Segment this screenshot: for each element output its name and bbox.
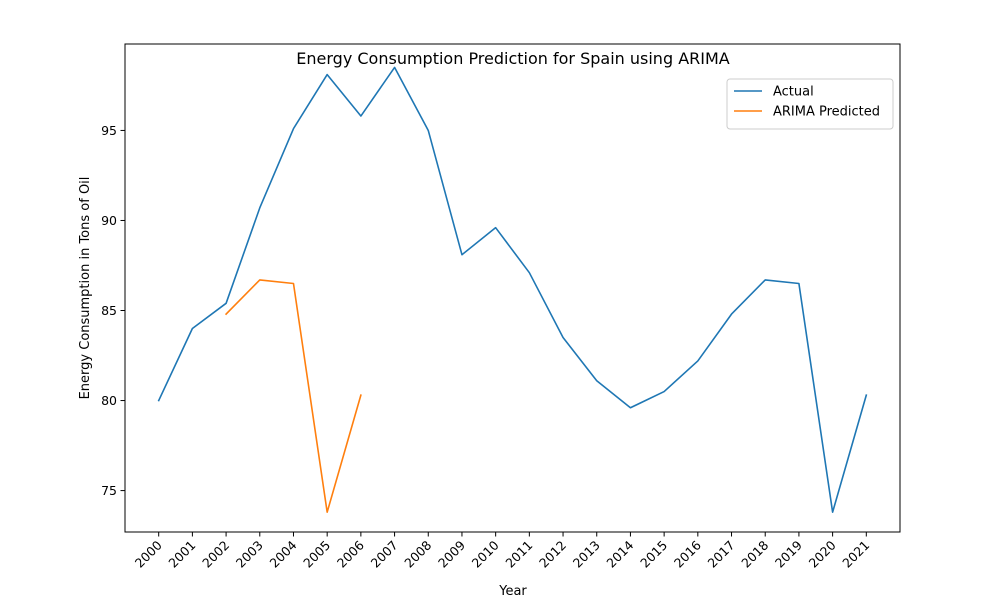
x-tick-label: 2011 [502,538,535,571]
x-tick-label: 2016 [671,537,704,570]
legend-label-1: ARIMA Predicted [773,105,880,120]
plot-area [157,66,868,513]
x-tick-label: 2004 [266,537,299,570]
x-tick-label: 2009 [435,537,468,570]
x-tick-label: 2021 [839,538,872,571]
x-tick-label: 2018 [738,537,771,570]
x-tick-label: 2020 [806,537,839,570]
legend-label-0: Actual [773,85,814,100]
x-tick-label: 2001 [165,538,198,571]
x-axis-label: Year [498,584,527,599]
y-tick-label: 75 [101,483,117,498]
x-tick-label: 2010 [469,537,502,570]
x-tick-label: 2000 [132,537,165,570]
chart-title: Energy Consumption Prediction for Spain … [296,49,729,68]
y-axis-label: Energy Consumption in Tons of Oil [78,177,93,400]
x-tick-label: 2007 [368,538,401,571]
x-tick-label: 2015 [637,538,670,571]
x-tick-label: 2003 [233,538,266,571]
x-tick-label: 2006 [334,537,367,570]
series-line-0 [157,66,868,513]
series-line-1 [224,279,362,513]
y-tick-label: 90 [101,213,117,228]
x-tick-label: 2005 [300,538,333,571]
y-tick-label: 95 [101,123,117,138]
x-tick-label: 2013 [570,538,603,571]
x-tick-label: 2014 [603,537,636,570]
x-tick-label: 2008 [401,537,434,570]
legend: Actual ARIMA Predicted [726,78,894,130]
x-tick-label: 2002 [199,538,232,571]
legend-box [726,78,894,130]
x-tick-label: 2017 [705,538,738,571]
x-tick-label: 2012 [536,538,569,571]
y-tick-label: 85 [101,303,117,318]
plot-frame [124,43,901,533]
axis-ticks: 2000 2001 2002 2003 2004 2005 2006 2007 2008 2009… [101,123,872,571]
y-tick-label: 80 [101,393,117,408]
x-tick-label: 2019 [772,537,805,570]
